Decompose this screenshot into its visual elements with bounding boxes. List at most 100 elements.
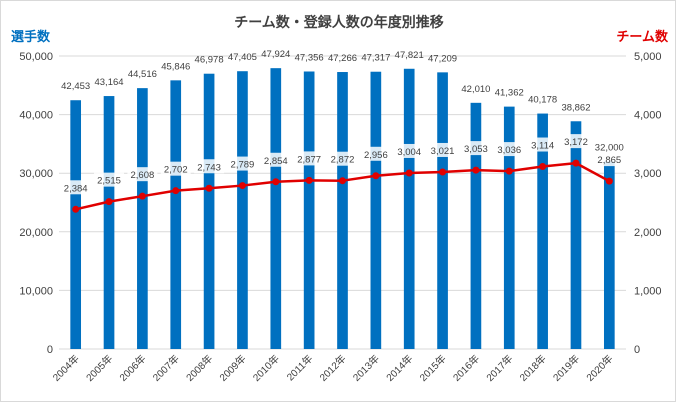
line-data-label: 2,956 bbox=[364, 150, 388, 161]
bar bbox=[237, 71, 248, 350]
line-point bbox=[405, 169, 413, 177]
chart-title: チーム数・登録人数の年度別推移 bbox=[234, 14, 444, 30]
x-tick-label: 2020年 bbox=[583, 352, 615, 384]
bar bbox=[603, 161, 615, 349]
line-data-label: 3,114 bbox=[531, 141, 554, 152]
bar-data-label: 38,862 bbox=[561, 102, 590, 113]
line-point bbox=[605, 177, 613, 185]
bar bbox=[137, 88, 148, 350]
line-label-background bbox=[294, 151, 325, 166]
bar bbox=[537, 113, 548, 350]
line-label-background bbox=[594, 152, 625, 167]
x-tick-label: 2004年 bbox=[50, 352, 82, 384]
line-label-background bbox=[560, 134, 591, 149]
x-tick-label: 2012年 bbox=[317, 352, 349, 384]
bar-data-label: 42,010 bbox=[461, 84, 490, 95]
x-tick-label: 2006年 bbox=[117, 352, 149, 384]
bar bbox=[503, 106, 515, 349]
bar bbox=[337, 72, 348, 349]
x-tick-label: 2010年 bbox=[250, 352, 282, 384]
line-label-background bbox=[494, 142, 525, 157]
bar-data-label: 47,266 bbox=[328, 53, 357, 64]
line-label-background bbox=[327, 151, 358, 166]
right-tick-label: 1,000 bbox=[634, 285, 662, 297]
right-axis-label: チーム数 bbox=[616, 29, 669, 44]
bar-data-label: 47,821 bbox=[395, 50, 424, 61]
line-label-background bbox=[227, 156, 258, 171]
bar-data-label: 47,317 bbox=[361, 53, 390, 64]
line-point bbox=[339, 177, 346, 185]
line-data-label: 2,872 bbox=[331, 155, 355, 166]
x-tick-label: 2013年 bbox=[350, 352, 382, 384]
left-tick-label: 0 bbox=[47, 344, 53, 356]
left-tick-label: 40,000 bbox=[19, 110, 53, 122]
line-label-background bbox=[194, 159, 225, 174]
x-tick-label: 2019年 bbox=[550, 352, 582, 384]
bar-series bbox=[70, 68, 615, 350]
line-label-background bbox=[394, 143, 425, 158]
line-point bbox=[572, 159, 580, 167]
bar-data-labels: 42,453 43,164 44,516 45,846 46,978 47,405 47,9… bbox=[61, 49, 624, 153]
left-tick-label: 50,000 bbox=[19, 51, 53, 63]
line-label-background bbox=[127, 167, 158, 182]
line-point bbox=[138, 192, 146, 200]
bar bbox=[203, 73, 215, 349]
bar-data-label: 47,209 bbox=[428, 53, 457, 64]
x-tick-label: 2016年 bbox=[450, 352, 482, 384]
bar-data-label: 47,356 bbox=[295, 52, 324, 63]
x-tick-label: 2005年 bbox=[83, 352, 115, 384]
line-label-background bbox=[527, 137, 558, 152]
x-tick-label: 2017年 bbox=[483, 352, 515, 384]
line-point bbox=[472, 166, 480, 174]
line-label-background bbox=[427, 142, 458, 157]
bar bbox=[370, 71, 382, 349]
line-point bbox=[205, 184, 213, 192]
x-tick-label: 2007年 bbox=[150, 352, 182, 384]
x-tick-label: 2009年 bbox=[217, 352, 249, 384]
bar bbox=[437, 72, 448, 350]
line-data-label: 2,608 bbox=[130, 170, 154, 181]
line-label-background bbox=[460, 141, 491, 156]
bar-data-label: 42,453 bbox=[61, 81, 90, 92]
right-axis-ticks: 0 1,000 2,000 3,000 4,000 5,000 bbox=[634, 51, 662, 356]
left-axis-ticks: 0 10,000 20,000 30,000 40,000 50,000 bbox=[19, 51, 53, 356]
line-point bbox=[172, 187, 180, 195]
left-tick-label: 30,000 bbox=[19, 168, 53, 180]
line-label-background bbox=[94, 172, 125, 187]
line-data-label: 2,702 bbox=[164, 165, 188, 176]
line-data-label: 3,021 bbox=[431, 146, 455, 157]
bar bbox=[170, 80, 182, 349]
line-label-background bbox=[60, 180, 91, 195]
line-point bbox=[238, 182, 246, 190]
right-tick-label: 2,000 bbox=[634, 227, 662, 239]
x-tick-label: 2018年 bbox=[517, 352, 549, 384]
right-tick-label: 0 bbox=[634, 344, 640, 356]
line-data-label: 2,854 bbox=[264, 156, 288, 167]
x-tick-label: 2008年 bbox=[183, 352, 215, 384]
line-data-label: 3,036 bbox=[497, 145, 521, 156]
left-axis-label: 選手数 bbox=[11, 29, 51, 44]
left-tick-label: 10,000 bbox=[19, 285, 53, 297]
x-tick-label: 2014年 bbox=[383, 352, 415, 384]
bar bbox=[270, 68, 282, 350]
bar-data-label: 45,846 bbox=[161, 61, 190, 72]
bar-data-label: 47,924 bbox=[261, 49, 290, 60]
bar bbox=[470, 102, 482, 349]
line-point bbox=[305, 176, 313, 184]
line-point bbox=[105, 198, 113, 206]
x-tick-label: 2011年 bbox=[284, 352, 315, 383]
right-tick-label: 5,000 bbox=[634, 51, 662, 63]
line-data-label: 2,384 bbox=[64, 183, 88, 194]
line-series bbox=[72, 159, 613, 213]
bar-data-label: 41,362 bbox=[495, 88, 524, 99]
line-label-background bbox=[360, 146, 391, 161]
line-point bbox=[272, 178, 280, 186]
x-tick-label: 2015年 bbox=[417, 352, 449, 384]
bar bbox=[103, 96, 115, 349]
right-tick-label: 4,000 bbox=[634, 110, 662, 122]
line-data-label: 2,743 bbox=[197, 162, 221, 173]
bar-data-label: 43,164 bbox=[94, 77, 123, 88]
bar bbox=[570, 121, 582, 349]
